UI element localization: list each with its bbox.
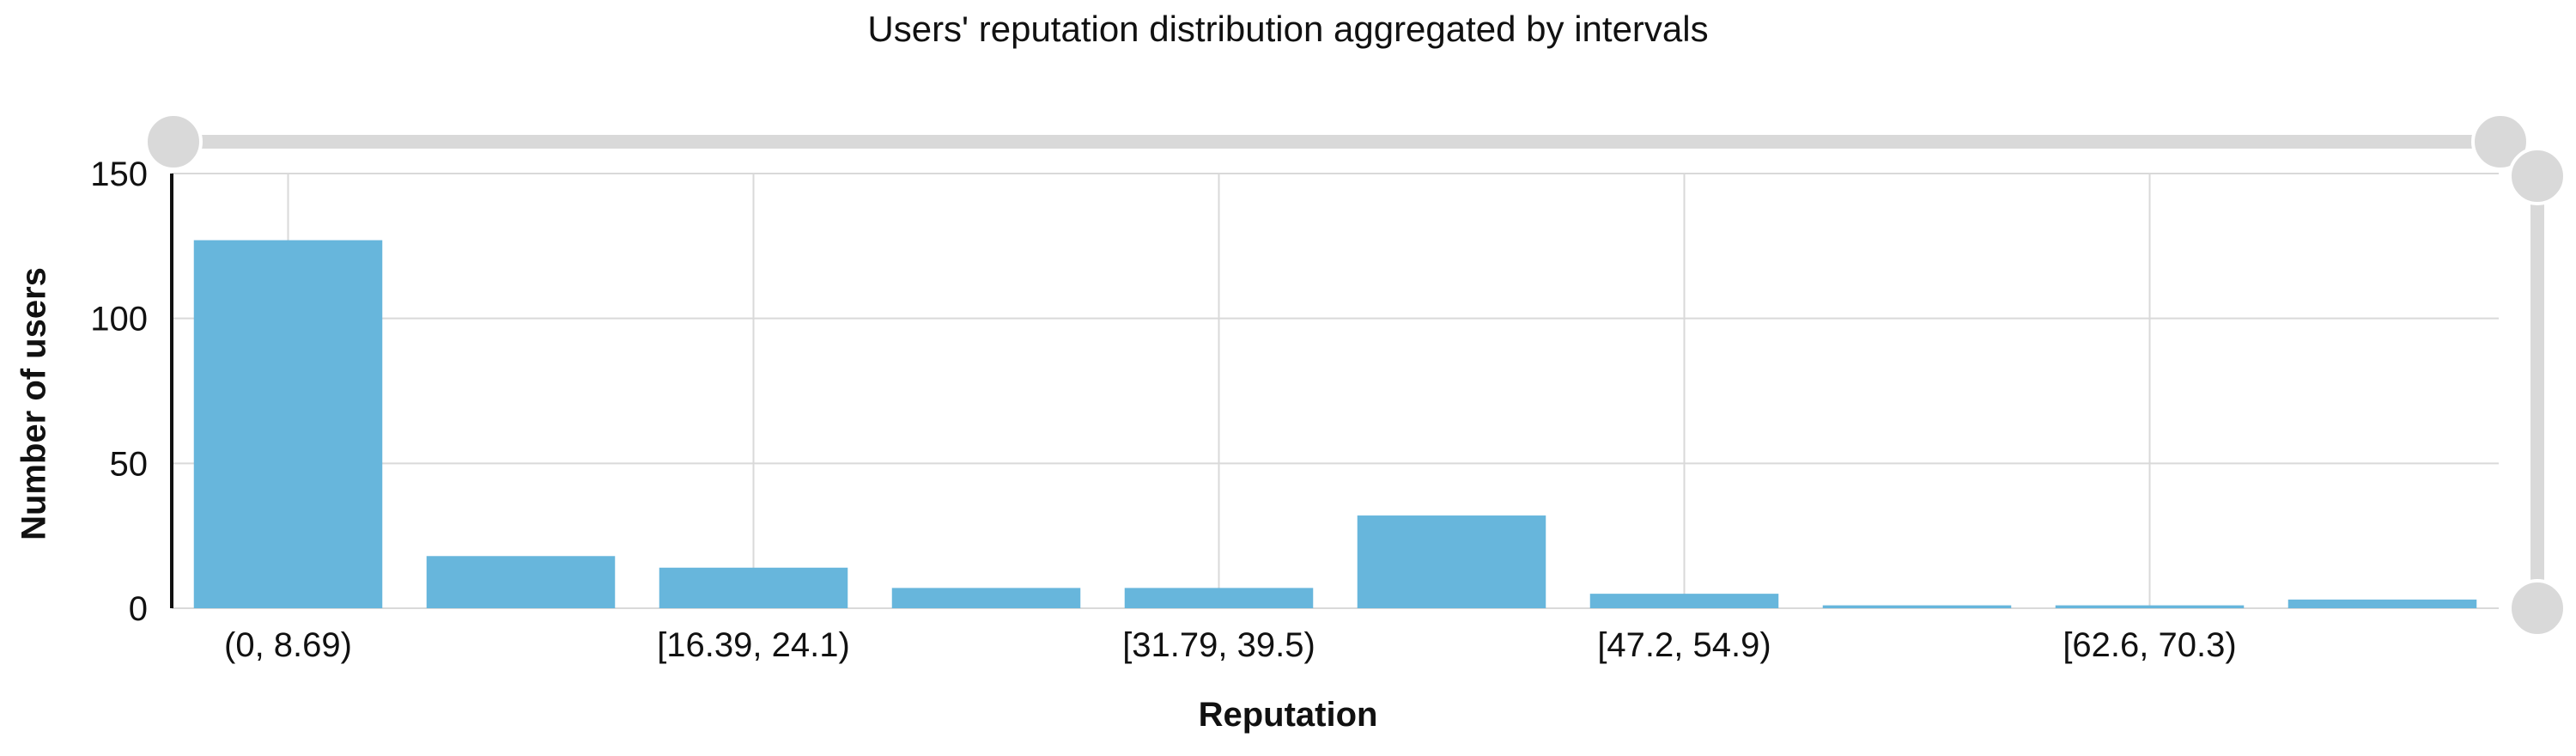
- vertical-zoom-bottom-handle[interactable]: [2508, 579, 2567, 637]
- bar[interactable]: [1822, 605, 2012, 608]
- bar[interactable]: [426, 556, 616, 608]
- x-tick-label: [16.39, 24.1): [657, 626, 850, 664]
- zoom-controls[interactable]: [144, 113, 2567, 637]
- x-tick-label: [47.2, 54.9): [1597, 626, 1771, 664]
- y-tick-label: 50: [110, 445, 149, 483]
- vertical-zoom-top-handle[interactable]: [2508, 147, 2567, 205]
- x-tick-label: [62.6, 70.3): [2063, 626, 2236, 664]
- bar[interactable]: [1357, 515, 1546, 608]
- bar[interactable]: [891, 588, 1081, 608]
- axis-layer: 0 50 100 150 (0, 8.69) [16.39, 24.1) [31.79, 3…: [90, 155, 2236, 664]
- grid-layer: [172, 173, 2499, 609]
- bar[interactable]: [1589, 594, 1779, 608]
- chart-title: Users' reputation distribution aggregate…: [867, 9, 1709, 49]
- y-tick-label: 100: [90, 301, 148, 338]
- bar[interactable]: [1124, 588, 1314, 608]
- horizontal-zoom-start-handle[interactable]: [144, 113, 203, 171]
- y-tick-label: 0: [129, 590, 148, 628]
- bar[interactable]: [659, 567, 848, 608]
- x-tick-label: [31.79, 39.5): [1122, 626, 1315, 664]
- horizontal-zoom-end-handle[interactable]: [2471, 113, 2530, 171]
- bars-layer: [193, 240, 2477, 608]
- bar[interactable]: [2055, 605, 2245, 608]
- bar[interactable]: [2287, 599, 2477, 608]
- y-tick-label: 150: [90, 155, 148, 193]
- bar[interactable]: [193, 240, 383, 608]
- x-axis-label: Reputation: [1198, 696, 1378, 734]
- x-tick-label: (0, 8.69): [224, 626, 352, 664]
